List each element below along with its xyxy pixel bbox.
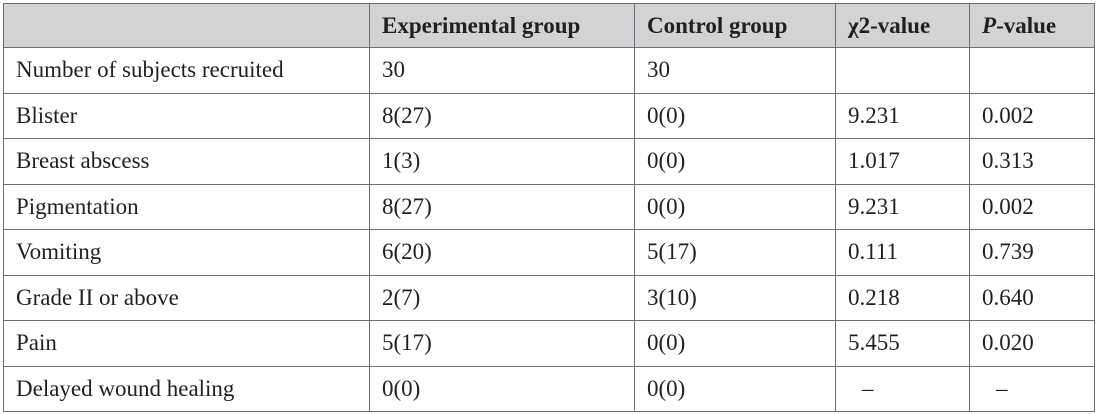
row-label: Breast abscess bbox=[3, 138, 370, 185]
row-label: Pain bbox=[3, 320, 370, 367]
chi2-value: 9.231 bbox=[835, 183, 970, 230]
experimental-value: 1(3) bbox=[369, 138, 635, 185]
header-control-group: Control group bbox=[634, 3, 836, 48]
experimental-value: 8(27) bbox=[369, 92, 635, 139]
chi-label-rest: 2-value bbox=[858, 12, 931, 38]
chi2-value: 0.218 bbox=[835, 274, 970, 321]
header-p-value: P-value bbox=[969, 3, 1095, 48]
table-row: Pigmentation 8(27) 0(0) 9.231 0.002 bbox=[3, 183, 1095, 230]
row-label: Pigmentation bbox=[3, 183, 370, 230]
row-label: Vomiting bbox=[3, 229, 370, 276]
table-row: Vomiting 6(20) 5(17) 0.111 0.739 bbox=[3, 229, 1095, 276]
experimental-value: 0(0) bbox=[369, 365, 635, 412]
p-value: 0.313 bbox=[969, 138, 1095, 185]
control-value: 0(0) bbox=[634, 365, 836, 412]
row-label: Number of subjects recruited bbox=[3, 47, 370, 94]
table-row: Blister 8(27) 0(0) 9.231 0.002 bbox=[3, 92, 1095, 139]
p-value: 0.002 bbox=[969, 183, 1095, 230]
table-row: Breast abscess 1(3) 0(0) 1.017 0.313 bbox=[3, 138, 1095, 185]
control-value: 3(10) bbox=[634, 274, 836, 321]
adverse-events-table: Experimental group Control group χ2-valu… bbox=[3, 3, 1095, 412]
p-value: 0.002 bbox=[969, 92, 1095, 139]
p-value: 0.640 bbox=[969, 274, 1095, 321]
experimental-value: 5(17) bbox=[369, 320, 635, 367]
chi2-value: 5.455 bbox=[835, 320, 970, 367]
chi2-value bbox=[835, 47, 970, 94]
chi-symbol: χ bbox=[848, 12, 859, 38]
header-chi2-value: χ2-value bbox=[835, 3, 970, 48]
p-value bbox=[969, 47, 1095, 94]
experimental-value: 2(7) bbox=[369, 274, 635, 321]
table-row: Grade II or above 2(7) 3(10) 0.218 0.640 bbox=[3, 274, 1095, 321]
table-header-row: Experimental group Control group χ2-valu… bbox=[3, 3, 1095, 48]
experimental-value: 8(27) bbox=[369, 183, 635, 230]
row-label: Grade II or above bbox=[3, 274, 370, 321]
experimental-value: 30 bbox=[369, 47, 635, 94]
table-row: Delayed wound healing 0(0) 0(0) – – bbox=[3, 365, 1095, 412]
chi2-value: 1.017 bbox=[835, 138, 970, 185]
control-value: 0(0) bbox=[634, 183, 836, 230]
data-table-container: Experimental group Control group χ2-valu… bbox=[3, 3, 1095, 412]
chi2-value: 0.111 bbox=[835, 229, 970, 276]
chi2-value: 9.231 bbox=[835, 92, 970, 139]
p-value: 0.020 bbox=[969, 320, 1095, 367]
header-experimental-group: Experimental group bbox=[369, 3, 635, 48]
p-label-rest: -value bbox=[996, 12, 1057, 38]
chi2-value: – bbox=[835, 365, 970, 412]
row-label: Blister bbox=[3, 92, 370, 139]
row-label: Delayed wound healing bbox=[3, 365, 370, 412]
p-value: 0.739 bbox=[969, 229, 1095, 276]
experimental-value: 6(20) bbox=[369, 229, 635, 276]
control-value: 5(17) bbox=[634, 229, 836, 276]
header-empty-cell bbox=[3, 3, 370, 48]
p-symbol: P bbox=[982, 12, 997, 38]
p-value: – bbox=[969, 365, 1095, 412]
control-value: 0(0) bbox=[634, 92, 836, 139]
table-row: Pain 5(17) 0(0) 5.455 0.020 bbox=[3, 320, 1095, 367]
table-row: Number of subjects recruited 30 30 bbox=[3, 47, 1095, 94]
control-value: 30 bbox=[634, 47, 836, 94]
control-value: 0(0) bbox=[634, 138, 836, 185]
control-value: 0(0) bbox=[634, 320, 836, 367]
